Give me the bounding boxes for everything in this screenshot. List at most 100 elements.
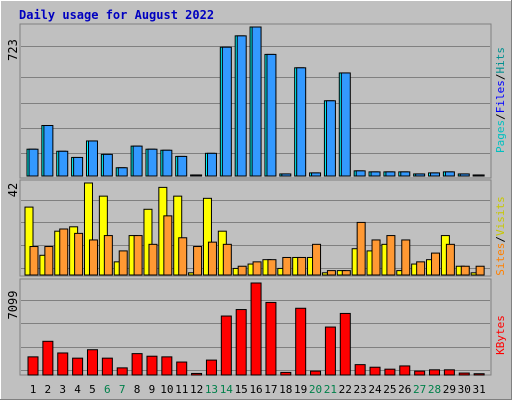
bar-sites-day-12 (193, 246, 203, 276)
bar-files-day-22 (340, 72, 351, 177)
x-tick-label-31: 31 (473, 383, 486, 396)
bar-kbytes-day-20 (310, 370, 322, 376)
bar-kbytes-day-25 (384, 368, 396, 376)
bar-kbytes-day-6 (101, 357, 113, 376)
bar-sites-day-6 (103, 235, 113, 276)
x-tick-label-18: 18 (279, 383, 292, 396)
bar-files-day-23 (355, 170, 366, 177)
bar-kbytes-day-10 (161, 356, 173, 376)
bar-files-day-5 (87, 140, 98, 177)
x-tick-label-21: 21 (324, 383, 337, 396)
bars (24, 26, 485, 376)
bar-kbytes-day-18 (280, 371, 292, 376)
ymax-label-kbytes: 7099 (6, 291, 20, 320)
bar-kbytes-day-4 (72, 357, 84, 376)
x-tick-label-30: 30 (458, 383, 471, 396)
bar-files-day-28 (430, 172, 441, 177)
bar-sites-day-25 (386, 235, 396, 276)
bar-files-day-30 (459, 173, 470, 177)
bar-kbytes-day-22 (339, 312, 351, 376)
x-tick-label-24: 24 (368, 383, 382, 396)
x-tick-label-13: 13 (205, 383, 218, 396)
bar-files-day-19 (296, 67, 307, 177)
bar-files-day-16 (251, 26, 262, 177)
bar-files-day-31 (474, 174, 485, 177)
legend-item: / (494, 236, 507, 243)
bar-files-day-3 (58, 150, 69, 177)
bar-kbytes-day-12 (191, 372, 203, 376)
bar-files-day-4 (73, 156, 84, 177)
bar-kbytes-day-21 (324, 326, 336, 376)
bar-kbytes-day-8 (131, 353, 143, 376)
bar-files-day-27 (415, 173, 426, 177)
bar-sites-day-14 (222, 243, 232, 276)
bar-files-day-13 (206, 152, 217, 177)
legend-panel-2: KBytes (494, 315, 507, 355)
chart-title: Daily usage for August 2022 (19, 8, 214, 22)
bar-kbytes-day-16 (250, 282, 262, 376)
bar-visits-day-13 (202, 197, 212, 276)
bar-sites-day-13 (207, 241, 217, 276)
legend-item: / (494, 74, 507, 81)
bar-files-day-17 (266, 53, 277, 177)
legend-item: Visits (494, 196, 507, 236)
x-tick-label-14: 14 (220, 383, 234, 396)
bar-sites-day-26 (401, 239, 411, 276)
x-tick-label-19: 19 (294, 383, 307, 396)
x-tick-label-23: 23 (354, 383, 367, 396)
bar-sites-day-15 (237, 265, 247, 276)
bar-kbytes-day-24 (369, 366, 381, 376)
x-tick-label-5: 5 (89, 383, 96, 396)
bar-kbytes-day-9 (146, 355, 158, 376)
x-tick-label-9: 9 (149, 383, 156, 396)
bar-kbytes-day-19 (295, 307, 307, 376)
bar-kbytes-day-3 (57, 352, 69, 376)
bar-files-day-24 (370, 171, 381, 177)
bar-kbytes-day-26 (399, 365, 411, 376)
x-tick-label-7: 7 (119, 383, 126, 396)
x-tick-label-25: 25 (383, 383, 396, 396)
bar-sites-day-24 (371, 239, 381, 276)
bar-sites-day-19 (297, 256, 307, 276)
legend-item: Files (494, 80, 507, 113)
bar-kbytes-day-27 (414, 370, 426, 376)
bar-files-day-26 (400, 171, 411, 177)
bar-files-day-12 (192, 174, 203, 177)
bar-kbytes-day-23 (354, 364, 366, 376)
bar-files-day-15 (236, 35, 247, 177)
bar-sites-day-10 (163, 215, 173, 276)
legend-item: Pages (494, 120, 507, 153)
x-tick-label-17: 17 (264, 383, 277, 396)
legend-item: / (494, 113, 507, 120)
bar-kbytes-day-2 (42, 340, 54, 376)
bar-sites-day-1 (29, 246, 39, 276)
bar-files-day-2 (43, 125, 54, 177)
bar-sites-day-2 (44, 246, 54, 276)
x-tick-label-27: 27 (413, 383, 426, 396)
bar-sites-day-27 (416, 261, 426, 276)
bar-sites-day-28 (431, 252, 441, 276)
x-tick-label-26: 26 (398, 383, 411, 396)
bar-visits-day-1 (24, 206, 34, 276)
bar-files-day-18 (281, 173, 292, 177)
legend-panel-0: Pages/Files/Hits (494, 47, 507, 153)
legend-item: KBytes (494, 315, 507, 355)
bar-sites-day-22 (341, 270, 351, 276)
bar-kbytes-day-7 (116, 367, 128, 376)
bar-kbytes-day-5 (86, 349, 98, 376)
bar-sites-day-17 (267, 259, 277, 276)
bar-sites-day-29 (445, 243, 455, 276)
bar-kbytes-day-17 (265, 301, 277, 376)
x-tick-label-4: 4 (74, 383, 81, 396)
bar-sites-day-8 (133, 235, 143, 276)
bar-sites-day-3 (59, 228, 69, 276)
x-tick-label-3: 3 (59, 383, 66, 396)
bar-visits-day-5 (83, 182, 93, 276)
bar-sites-day-9 (148, 243, 158, 276)
x-tick-label-6: 6 (104, 383, 111, 396)
x-tick-label-12: 12 (190, 383, 203, 396)
x-tick-label-29: 29 (443, 383, 456, 396)
bar-sites-day-5 (88, 239, 98, 276)
legend-item: Hits (494, 47, 507, 74)
